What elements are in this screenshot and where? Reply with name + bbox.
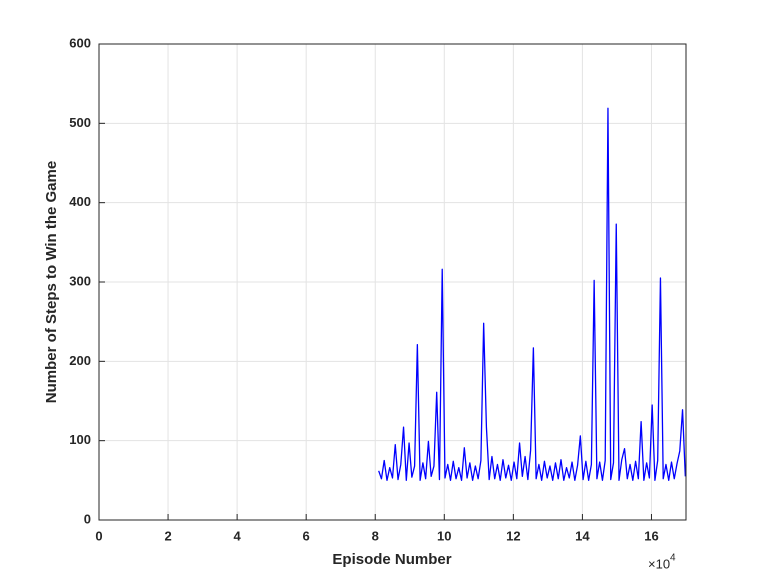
y-tick-label: 400 [69,194,91,209]
x-tick-label: 2 [164,528,171,543]
y-tick-label: 200 [69,353,91,368]
y-axis-label: Number of Steps to Win the Game [43,161,60,403]
x-multiplier: ×10 [648,556,670,571]
y-tick-label: 100 [69,432,91,447]
x-tick-label: 4 [234,528,242,543]
x-multiplier-exponent: 4 [670,553,676,564]
x-tick-label: 6 [303,528,310,543]
x-tick-label: 8 [372,528,379,543]
x-tick-label: 14 [575,528,590,543]
y-tick-label: 500 [69,115,91,130]
y-tick-label: 600 [69,35,91,50]
data-line [378,107,686,481]
y-tick-label: 300 [69,273,91,288]
x-tick-label: 10 [437,528,451,543]
x-tick-label: 16 [644,528,658,543]
x-axis-label: Episode Number [332,551,451,568]
x-tick-label: 0 [95,528,102,543]
axes-box [98,43,687,521]
x-tick-label: 12 [506,528,520,543]
y-tick-label: 0 [84,511,91,526]
